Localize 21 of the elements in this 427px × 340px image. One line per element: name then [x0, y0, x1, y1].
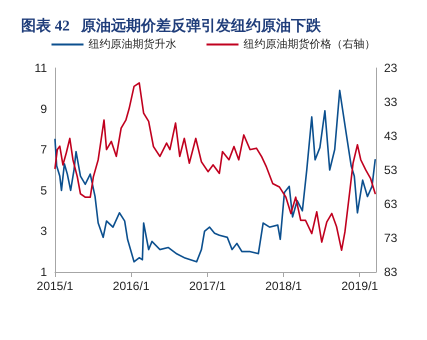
y2-tick-label: 53 — [384, 163, 398, 177]
legend-label: 纽约原油期货价格（右轴） — [244, 38, 376, 50]
x-tick-label: 2015/1 — [36, 279, 74, 293]
y2-tick-label: 63 — [384, 197, 398, 211]
y-tick-label: 5 — [40, 183, 48, 198]
y-tick-label: 9 — [40, 102, 48, 116]
x-tick-label: 2019/1 — [341, 279, 378, 293]
chart-title: 图表 42 原油远期价差反弹引发纽约原油下跌 — [21, 18, 322, 34]
y2-tick-label: 23 — [384, 61, 398, 75]
y-tick-label: 3 — [40, 224, 48, 238]
y-tick-label: 1 — [40, 265, 48, 279]
x-tick-label: 2018/1 — [265, 279, 302, 293]
x-tick-label: 2017/1 — [189, 279, 226, 293]
x-tick-label: 2016/1 — [112, 279, 150, 293]
legend-label: 纽约原油期货升水 — [88, 38, 176, 50]
y2-tick-label: 83 — [384, 265, 398, 279]
y-tick-label: 7 — [40, 142, 48, 157]
y-tick-label: 11 — [34, 61, 48, 75]
y2-tick-label: 43 — [384, 129, 398, 143]
y2-tick-label: 33 — [384, 95, 398, 109]
y2-tick-label: 73 — [384, 231, 398, 245]
